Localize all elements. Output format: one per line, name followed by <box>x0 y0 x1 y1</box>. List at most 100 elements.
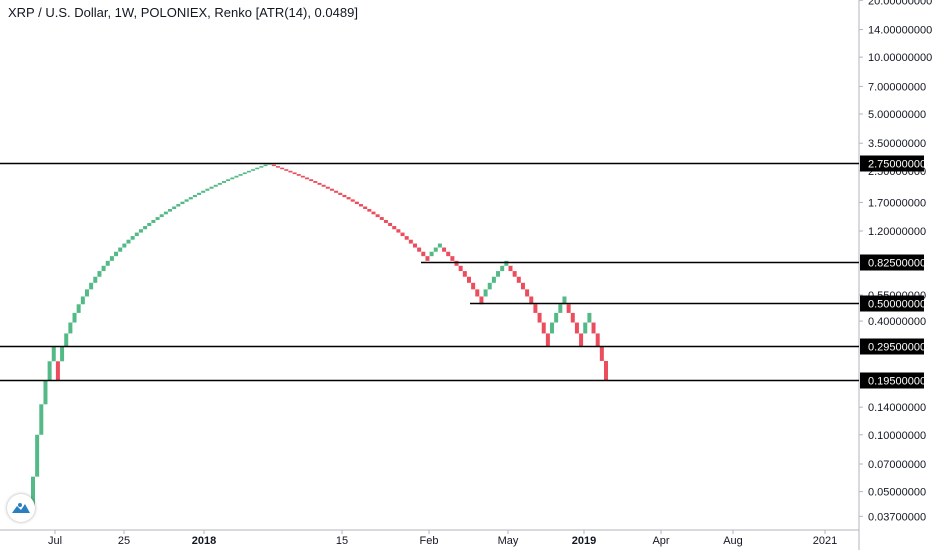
level-price-label-bg <box>860 155 924 172</box>
renko-brick-down <box>280 167 285 170</box>
x-tick-label: Feb <box>420 535 439 547</box>
renko-brick-up <box>43 380 48 405</box>
renko-brick-down <box>570 312 575 323</box>
y-tick-label: 0.05000000 <box>868 487 926 499</box>
level-price-label: 0.50000000 <box>868 299 926 311</box>
renko-brick-up <box>114 251 119 257</box>
renko-brick-down <box>529 296 534 305</box>
renko-brick-down <box>321 184 326 187</box>
renko-brick-down <box>454 260 459 266</box>
renko-brick-down <box>599 346 604 361</box>
renko-brick-up <box>238 174 243 176</box>
renko-brick-up <box>209 186 214 189</box>
renko-brick-up <box>47 361 52 380</box>
renko-brick-up <box>483 289 488 297</box>
renko-brick-up <box>143 226 148 230</box>
renko-brick-down <box>591 322 596 334</box>
renko-brick-up <box>222 181 226 183</box>
renko-brick-down <box>375 214 380 218</box>
level-price-label: 0.29500000 <box>868 342 926 354</box>
renko-brick-down <box>574 322 579 334</box>
renko-brick-up <box>84 289 89 297</box>
renko-brick-up <box>188 197 193 200</box>
renko-brick-up <box>205 188 210 191</box>
renko-brick-down <box>442 247 447 252</box>
chart-title: XRP / U.S. Dollar, 1W, POLONIEX, Renko [… <box>8 5 358 20</box>
renko-brick-up <box>39 404 44 435</box>
renko-brick-up <box>72 312 77 323</box>
y-tick-label: 3.50000000 <box>868 138 926 150</box>
renko-brick-up <box>97 271 102 277</box>
renko-brick-up <box>118 247 123 252</box>
renko-brick-up <box>126 239 131 244</box>
renko-brick-up <box>93 276 98 283</box>
renko-brick-down <box>537 312 542 323</box>
renko-brick-up <box>242 172 247 175</box>
renko-brick-down <box>309 179 314 182</box>
renko-brick-up <box>76 304 81 313</box>
y-tick-label: 5.00000000 <box>868 109 926 121</box>
renko-brick-down <box>334 190 339 193</box>
renko-brick-up <box>134 232 139 237</box>
level-price-label-bg <box>860 372 924 389</box>
x-tick-label: 25 <box>118 535 130 547</box>
renko-brick-down <box>545 333 550 347</box>
renko-brick-up <box>201 190 206 193</box>
renko-brick-down <box>354 201 359 205</box>
renko-brick-up <box>504 260 509 266</box>
x-tick-label: Aug <box>723 535 743 547</box>
renko-brick-down <box>325 186 330 189</box>
renko-brick-down <box>417 247 422 252</box>
renko-brick-down <box>296 174 301 176</box>
renko-brick-up <box>130 236 135 240</box>
renko-brick-down <box>383 219 388 223</box>
renko-brick-down <box>579 333 584 347</box>
renko-brick-up <box>587 312 592 323</box>
y-tick-label: 0.40000000 <box>868 316 926 328</box>
renko-brick-down <box>379 217 384 220</box>
renko-brick-up <box>496 271 501 277</box>
renko-brick-up <box>109 256 114 261</box>
renko-brick-down <box>421 251 426 257</box>
renko-brick-up <box>230 177 235 180</box>
tradingview-logo-icon[interactable] <box>7 494 35 522</box>
renko-brick-down <box>516 276 521 283</box>
renko-brick-down <box>371 211 376 215</box>
y-tick-label: 0.14000000 <box>868 402 926 414</box>
renko-brick-up <box>64 333 69 347</box>
y-tick-label: 0.10000000 <box>868 430 926 442</box>
renko-brick-down <box>346 197 351 200</box>
renko-brick-down <box>392 226 397 230</box>
renko-brick-up <box>429 251 434 257</box>
renko-brick-up <box>176 204 181 207</box>
x-tick-label: Apr <box>652 535 669 547</box>
renko-brick-down <box>595 333 600 347</box>
renko-brick-down <box>305 177 310 180</box>
renko-brick-down <box>400 232 405 237</box>
renko-brick-up <box>155 217 160 220</box>
renko-brick-up <box>60 346 65 362</box>
renko-brick-up <box>550 322 555 334</box>
renko-brick-down <box>288 170 293 173</box>
level-price-label: 0.19500000 <box>868 376 926 388</box>
renko-brick-up <box>213 184 218 187</box>
x-tick-label: 2021 <box>813 535 837 547</box>
renko-brick-up <box>180 201 185 205</box>
renko-brick-down <box>458 265 463 272</box>
renko-brick-down <box>413 243 417 248</box>
renko-brick-down <box>342 194 347 198</box>
renko-brick-up <box>433 247 438 252</box>
renko-brick-up <box>105 260 110 266</box>
renko-brick-up <box>138 229 143 233</box>
renko-brick-down <box>450 256 455 261</box>
renko-brick-up <box>500 265 505 272</box>
renko-brick-down <box>408 239 413 244</box>
renko-brick-down <box>292 172 297 175</box>
renko-brick-up <box>168 209 173 212</box>
renko-brick-down <box>508 265 513 272</box>
renko-brick-up <box>437 243 442 248</box>
renko-brick-down <box>479 296 484 305</box>
y-tick-label: 7.00000000 <box>868 81 926 93</box>
